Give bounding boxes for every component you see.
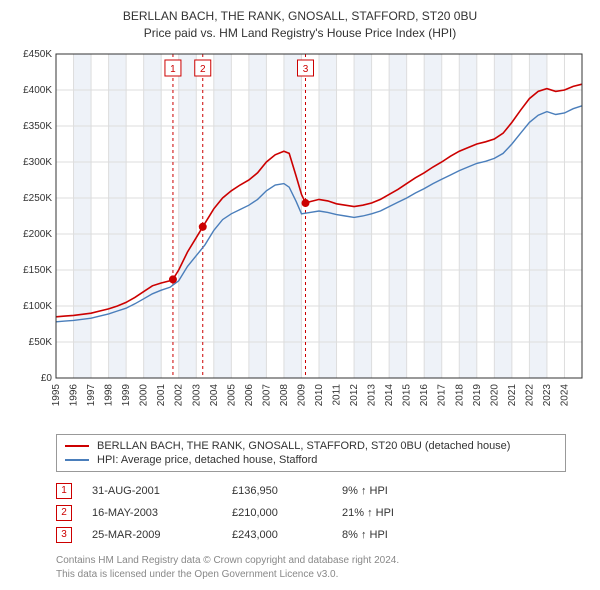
svg-text:2009: 2009 [296,383,307,406]
data-attribution: Contains HM Land Registry data © Crown c… [56,554,588,582]
svg-text:2021: 2021 [507,383,518,406]
svg-text:£400K: £400K [23,85,52,96]
svg-text:2012: 2012 [349,383,360,406]
footer-line-2: This data is licensed under the Open Gov… [56,569,338,580]
svg-text:2002: 2002 [174,383,185,406]
sale-event-row: 1 31-AUG-2001£136,9509% ↑ HPI [56,480,566,502]
sale-marker-badge: 1 [56,483,72,499]
svg-text:2013: 2013 [367,383,378,406]
sale-hpi-delta: 9% ↑ HPI [342,485,442,497]
svg-text:2007: 2007 [261,383,272,406]
sale-hpi-delta: 8% ↑ HPI [342,529,442,541]
svg-text:£300K: £300K [23,157,52,168]
title-line-2: Price paid vs. HM Land Registry's House … [144,26,456,40]
svg-text:1998: 1998 [104,383,115,406]
svg-text:2024: 2024 [559,383,570,406]
svg-text:2: 2 [200,64,206,75]
svg-text:2023: 2023 [542,383,553,406]
svg-text:£250K: £250K [23,193,52,204]
svg-text:2014: 2014 [384,383,395,406]
sale-price: £210,000 [232,507,342,519]
legend-swatch [65,459,89,461]
svg-text:1999: 1999 [121,383,132,406]
svg-text:£350K: £350K [23,121,52,132]
svg-text:2019: 2019 [472,383,483,406]
legend: BERLLAN BACH, THE RANK, GNOSALL, STAFFOR… [56,434,566,472]
svg-text:2017: 2017 [437,383,448,406]
svg-text:2001: 2001 [156,383,167,406]
sale-hpi-delta: 21% ↑ HPI [342,507,442,519]
legend-item: BERLLAN BACH, THE RANK, GNOSALL, STAFFOR… [65,439,557,453]
price-chart: £0 £50K £100K £150K £200K £250K £300K £350K £400… [12,48,588,428]
footer-line-1: Contains HM Land Registry data © Crown c… [56,555,399,566]
svg-text:2010: 2010 [314,383,325,406]
chart-title: BERLLAN BACH, THE RANK, GNOSALL, STAFFOR… [12,8,588,42]
legend-label: BERLLAN BACH, THE RANK, GNOSALL, STAFFOR… [97,440,510,452]
svg-text:2018: 2018 [454,383,465,406]
sale-marker-badge: 3 [56,527,72,543]
svg-text:2016: 2016 [419,383,430,406]
svg-text:2015: 2015 [402,383,413,406]
svg-text:1997: 1997 [86,383,97,406]
legend-swatch [65,445,89,447]
svg-text:£200K: £200K [23,229,52,240]
sale-date: 31-AUG-2001 [92,485,232,497]
sale-date: 16-MAY-2003 [92,507,232,519]
sale-price: £136,950 [232,485,342,497]
sale-event-row: 3 25-MAR-2009£243,0008% ↑ HPI [56,524,566,546]
svg-text:1995: 1995 [51,383,62,406]
sale-date: 25-MAR-2009 [92,529,232,541]
svg-text:£100K: £100K [23,301,52,312]
svg-text:2004: 2004 [209,383,220,406]
svg-text:1996: 1996 [69,383,80,406]
sale-price: £243,000 [232,529,342,541]
title-line-1: BERLLAN BACH, THE RANK, GNOSALL, STAFFOR… [123,9,477,23]
legend-item: HPI: Average price, detached house, Staf… [65,453,557,467]
sale-event-row: 2 16-MAY-2003£210,00021% ↑ HPI [56,502,566,524]
svg-text:1: 1 [170,64,176,75]
svg-text:2006: 2006 [244,383,255,406]
chart-area: £0 £50K £100K £150K £200K £250K £300K £350K £400… [12,48,588,428]
svg-text:2008: 2008 [279,383,290,406]
legend-label: HPI: Average price, detached house, Staf… [97,454,317,466]
svg-text:2003: 2003 [191,383,202,406]
svg-text:2000: 2000 [139,383,150,406]
svg-text:£50K: £50K [29,337,53,348]
sale-marker-badge: 2 [56,505,72,521]
svg-text:2011: 2011 [332,383,343,405]
svg-text:£450K: £450K [23,49,52,60]
sale-events-table: 1 31-AUG-2001£136,9509% ↑ HPI 2 16-MAY-2003… [56,480,566,546]
svg-text:2022: 2022 [524,383,535,406]
svg-text:3: 3 [303,64,309,75]
report-container: BERLLAN BACH, THE RANK, GNOSALL, STAFFOR… [0,0,600,590]
svg-text:2005: 2005 [226,383,237,406]
svg-text:£150K: £150K [23,265,52,276]
svg-text:£0: £0 [41,373,53,384]
svg-text:2020: 2020 [489,383,500,406]
